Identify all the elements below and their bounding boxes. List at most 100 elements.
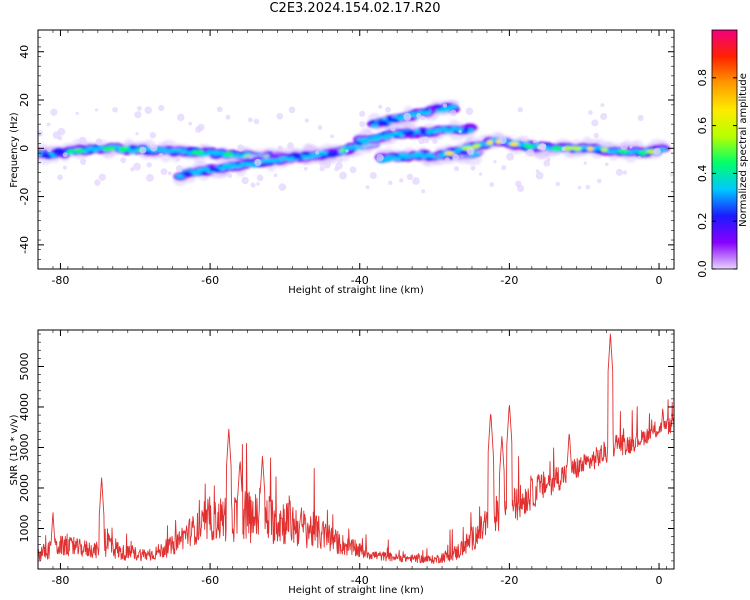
spectrogram-speckle [458,129,462,134]
spectrogram-peak-cell [376,120,388,125]
spectrogram-cell [175,174,185,179]
spectrogram-peak-cell [523,144,534,149]
spectrogram-speckle [319,161,324,166]
spectrogram-peak-cell [444,128,452,133]
colorbar-ticks: 0.0 0.2 0.4 0.6 0.8 [696,69,737,278]
spectrogram-speckle [94,179,101,186]
x-tick-label: -20 [500,574,518,587]
spectrogram-peak-cell [429,107,438,113]
spectrogram-speckle [160,168,168,176]
colorbar-gradient [712,30,737,269]
spectrogram-speckle [254,158,262,167]
spectrogram-speckle [478,172,483,176]
spectrogram-speckle [637,114,644,122]
spectrogram-speckle [158,104,165,112]
spectrogram-speckle [337,156,343,163]
spectrogram-speckle [444,157,451,163]
spectrogram-speckle [52,131,61,139]
spectrogram-peak-cell [278,156,290,161]
spectrogram-speckle [158,152,164,158]
spectrogram-speckle [112,106,118,113]
spectrogram-speckle [135,132,139,136]
spectrogram-speckle [604,162,609,167]
y-tick-label: 20 [18,93,31,107]
colorbar-tick-label: 0.8 [696,69,709,87]
spectrogram-speckle [637,155,642,160]
spectrogram-speckle [501,165,507,171]
spectrogram-speckle [583,161,587,165]
spectrogram-speckle [506,152,514,161]
spectrogram-speckle [349,166,357,174]
spectrogram-peak-cell [444,151,455,156]
spectrogram-speckle [62,152,68,158]
spectrogram-peak-cell [551,146,564,151]
spectrogram-speckle [277,145,283,151]
x-tick-label: 0 [656,274,663,287]
spectrogram-heatmap [38,99,674,194]
spectrogram-peak-cell [41,152,50,157]
spectrogram-speckle [75,111,79,115]
spectrogram-cell [414,128,421,134]
spectrogram-speckle [406,173,414,181]
spectrogram-speckle [227,173,233,179]
spectrogram-speckle [385,106,391,113]
spectrogram-speckle [146,174,154,182]
spectrogram-speckle [421,189,426,194]
spectrogram-speckle [133,162,142,171]
spectrogram-speckle [669,172,674,177]
spectrogram-speckle [197,123,205,131]
spectrogram-speckle [418,138,425,145]
spectrogram-speckle [442,103,448,108]
colorbar: 0.0 0.2 0.4 0.6 0.8 Normalized spectral ampl… [696,29,749,278]
spectrogram-speckle [466,146,475,155]
spectrogram-peak-cell [383,133,394,138]
spectrogram-peak-cell [190,170,202,175]
spectrogram-peak-cell [326,151,340,156]
spectrogram-speckle [225,114,231,120]
spectrogram-peak-cell [73,148,85,153]
spectrogram-speckle [653,147,662,156]
spectrogram-peak-cell [293,154,302,159]
spectrogram-speckle [620,142,629,151]
x-tick-label: 0 [656,574,663,587]
y-tick-label: 3000 [18,433,31,461]
y-tick-label: 0 [18,145,31,152]
spectrogram-speckle [561,146,566,152]
spectrogram-speckle [146,162,152,168]
spectrogram-speckle [256,174,264,182]
snr-panel: -80 -60 -40 -20 0 1000 2000 3000 4000 5000 Height… [9,329,675,596]
spectrogram-speckle [150,144,158,152]
snr-ticks: -80 -60 -40 -20 0 1000 2000 3000 4000 5000 [18,330,674,587]
spectrogram-speckle [365,185,370,190]
spectrogram-peak-cell [400,154,410,159]
spectrogram-speckle [241,176,249,185]
spectrogram-speckle [287,142,294,149]
spectrogram-speckle [378,104,383,109]
spectrogram-speckle [130,167,135,172]
y-tick-label: 2000 [18,474,31,502]
spectrogram-speckle [256,182,260,186]
x-tick-label: -40 [351,574,369,587]
y-tick-label: -40 [18,236,31,254]
spectrogram-speckle [629,145,633,149]
spectrogram-speckle [323,161,331,169]
spectrogram-peak-cell [424,153,433,158]
spectrogram-speckle [345,149,349,153]
spectrogram-speckle [276,112,284,120]
spectrogram-peak-cell [571,146,582,151]
x-tick-label: -60 [201,574,219,587]
colorbar-tick-label: 0.2 [696,212,709,230]
colorbar-tick-label: 0.0 [696,260,709,278]
snr-y-axis-label: SNR (10 * v/v) [9,414,20,485]
y-tick-label: 4000 [18,393,31,421]
spectrogram-speckle [94,108,99,112]
spectrogram-speckle [188,121,193,126]
spectrogram-speckle [315,150,320,155]
spectrogram-peak-cell [509,142,519,147]
spectrogram-cell [371,123,379,128]
spectrogram-peak-cell [402,130,415,136]
spectrogram-speckle [247,117,253,123]
y-tick-label: -20 [18,188,31,206]
spectrogram-speckle [596,178,602,184]
spectrogram-peak-cell [262,158,275,163]
